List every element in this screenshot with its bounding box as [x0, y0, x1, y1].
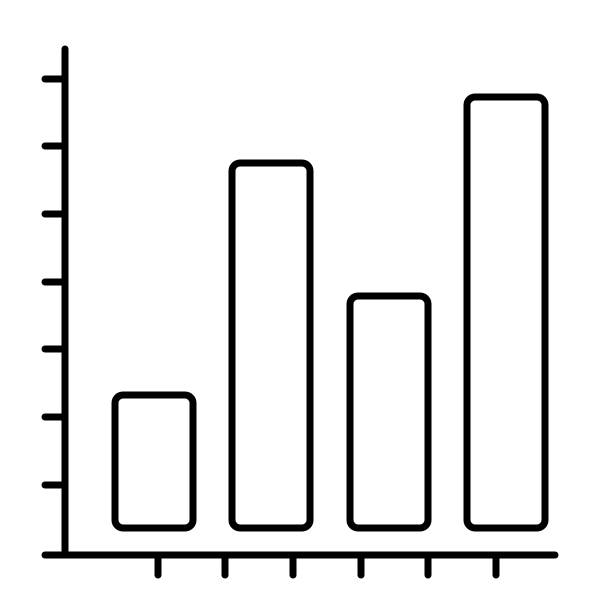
bar-chart-icon [0, 0, 600, 600]
bar-chart-svg [0, 0, 600, 600]
bar-3 [350, 296, 428, 528]
bar-2 [232, 163, 310, 528]
bar-4 [467, 97, 545, 528]
bar-1 [115, 395, 193, 528]
